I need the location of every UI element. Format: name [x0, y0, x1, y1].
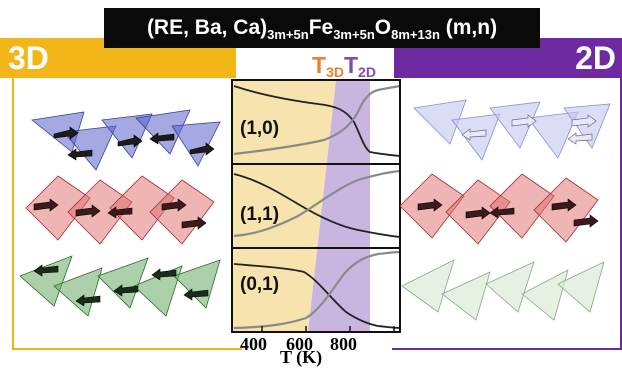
blue-arrows	[53, 126, 215, 161]
panel-2-black-curve	[233, 173, 401, 238]
pale-arrows	[461, 114, 597, 145]
panel-label-3: (0,1)	[240, 274, 279, 295]
green-tetrahedra-layer	[19, 255, 221, 317]
2d-structure-illustration	[399, 99, 611, 321]
pale-green-tetrahedra-layer	[401, 259, 605, 321]
red-octahedra-layer	[25, 175, 215, 245]
red-arrows	[33, 198, 207, 230]
panel-3-gray-curve	[233, 250, 401, 330]
3d-frame	[12, 78, 242, 350]
t3d-label: T3D	[312, 52, 344, 80]
region-2d	[308, 80, 370, 332]
x-tick-600: 600	[286, 334, 313, 354]
green-arrows	[33, 264, 209, 307]
blue-tetrahedra-layer	[31, 109, 221, 171]
x-tick-400: 400	[240, 334, 267, 354]
red-arrows-2d	[417, 198, 599, 228]
3d-structure-illustration	[19, 109, 221, 317]
x-tick-800: 800	[330, 334, 357, 354]
panel-label-2: (1,1)	[240, 204, 279, 225]
label-2d: 2D	[575, 40, 616, 76]
formula-title: (RE, Ba, Ca)3m+5nFe3m+5nO8m+13n (m,n)	[104, 8, 540, 48]
panel-3-black-curve	[233, 263, 401, 329]
label-3d: 3D	[8, 40, 49, 76]
temperature-plot: (1,0) (1,1) (0,1) 400 600 800	[231, 79, 401, 354]
transition-labels: T3DT2D	[312, 52, 376, 80]
2d-frame	[392, 78, 622, 350]
panel-label-1: (1,0)	[240, 118, 279, 139]
panel-2-gray-curve	[233, 169, 401, 238]
t2d-label: T2D	[343, 52, 376, 80]
pale-blue-tetrahedra-layer	[413, 99, 611, 161]
panel-1-gray-curve	[233, 84, 401, 156]
x-axis-label: T (K)	[280, 347, 323, 367]
panel-1-black-curve	[233, 85, 401, 157]
